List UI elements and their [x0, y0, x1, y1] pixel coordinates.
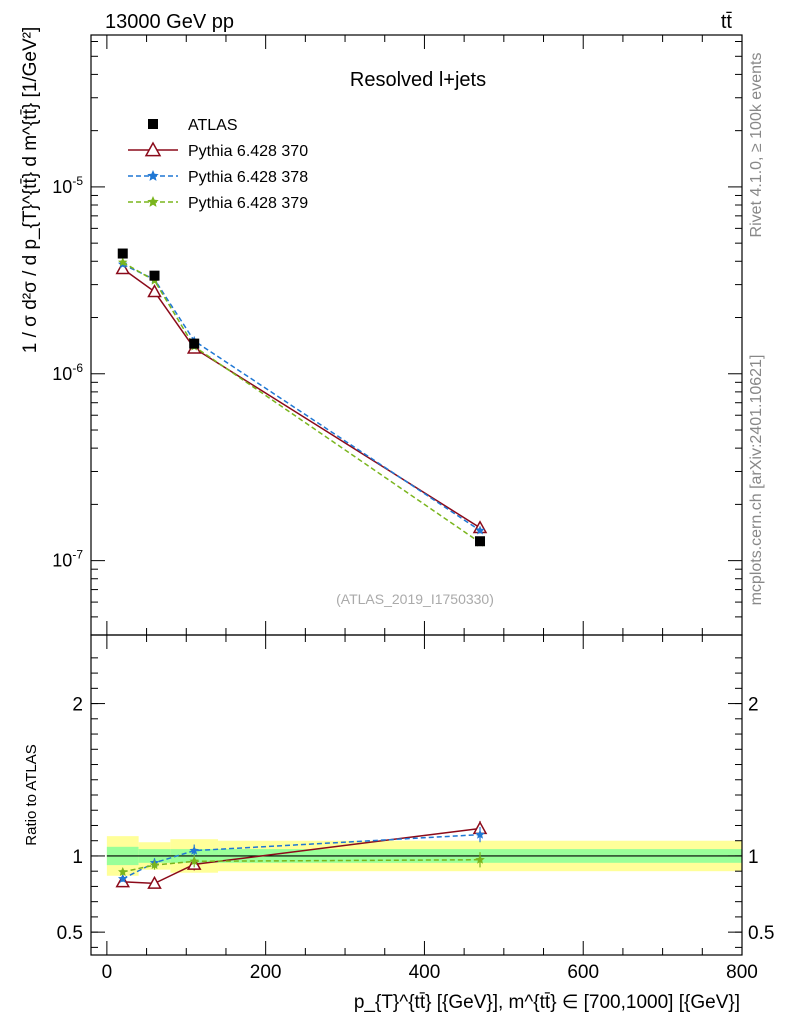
data-point: [147, 284, 162, 298]
data-point: [189, 856, 199, 866]
x-tick-label: 800: [726, 962, 758, 983]
series-line: [122, 268, 481, 529]
data-point: [189, 845, 199, 855]
data-point: [144, 141, 162, 157]
y-tick-label-base: 10: [52, 551, 72, 571]
legend-label: Pythia 6.428 378: [188, 169, 308, 186]
ratio-y-tick-label: 2: [72, 695, 83, 716]
ratio-frame: [90, 634, 743, 956]
data-point: [115, 261, 131, 275]
legend-label: Pythia 6.428 370: [188, 143, 308, 160]
x-tick-label: 200: [250, 962, 282, 983]
data-point: [147, 170, 159, 181]
ratio-panel: 0.5 0.5 1 1 2 2 0 200 400 600 800 Ratio to ATLAS p…: [23, 634, 774, 1013]
ratio-y-tick-label: 1: [72, 847, 83, 868]
legend-label: Pythia 6.428 379: [188, 195, 308, 212]
data-point: [475, 829, 485, 839]
y-tick-label-base: 10: [52, 177, 72, 197]
ratio-ylabel: Ratio to ATLAS: [23, 744, 40, 845]
data-point: [475, 854, 485, 864]
data-point: [475, 536, 486, 547]
main-panel: Resolved l+jets (ATLAS_2019_I1750330) 1 …: [20, 27, 743, 636]
ratio-series-line: [122, 859, 481, 873]
x-tick-label: 600: [567, 962, 599, 983]
x-axis-label: p_{T}^{tt̄} [{GeV}], m^{tt̄} ∈ [700,1000…: [354, 992, 740, 1013]
ratio-y-tick-label-right: 1: [748, 847, 759, 868]
data-point: [118, 867, 128, 876]
analysis-watermark: (ATLAS_2019_I1750330): [336, 591, 494, 607]
data-point: [118, 873, 128, 883]
ratio-y-tick-label: 0.5: [57, 923, 83, 944]
energy-label: 13000 GeV pp: [105, 11, 234, 33]
data-point: [189, 338, 200, 349]
data-point: [475, 525, 485, 535]
main-ylabel: 1 / σ d²σ / d p_{T}^{tt̄} d m^{tt̄} [1/G…: [20, 27, 41, 353]
rivet-label: Rivet 4.1.0, ≥ 100k events: [748, 53, 765, 238]
process-label: tt̄: [721, 11, 733, 33]
ratio-y-tick-label-right: 0.5: [748, 923, 774, 944]
series-line: [122, 261, 481, 544]
legend-label: ATLAS: [188, 117, 238, 134]
data-point: [117, 248, 128, 259]
data-point: [147, 196, 159, 207]
y-tick-label: 10-6: [52, 361, 83, 384]
y-tick-label: 10-7: [52, 548, 83, 571]
y-tick-label-exp: -7: [72, 548, 83, 562]
y-tick-label-base: 10: [52, 364, 72, 384]
ratio-series-line: [122, 833, 481, 880]
chart-title: Resolved l+jets: [350, 69, 486, 91]
y-tick-label: 10-5: [52, 174, 83, 197]
legend: ATLAS Pythia 6.428 370 Pythia 6.428 378 Pyt…: [128, 117, 308, 212]
data-point: [149, 860, 160, 870]
data-point: [149, 270, 160, 281]
data-point: [148, 119, 158, 129]
series-line: [122, 263, 481, 532]
x-tick-label: 400: [409, 962, 441, 983]
x-tick-label: 0: [102, 962, 113, 983]
ratio-series-line: [122, 827, 481, 885]
y-tick-label-exp: -5: [72, 174, 83, 188]
y-tick-label-exp: -6: [72, 361, 83, 375]
mcplots-label: mcplots.cern.ch [arXiv:2401.10621]: [748, 355, 765, 606]
data-point: [118, 257, 128, 267]
data-point: [147, 875, 162, 889]
ratio-y-tick-label-right: 2: [748, 695, 759, 716]
